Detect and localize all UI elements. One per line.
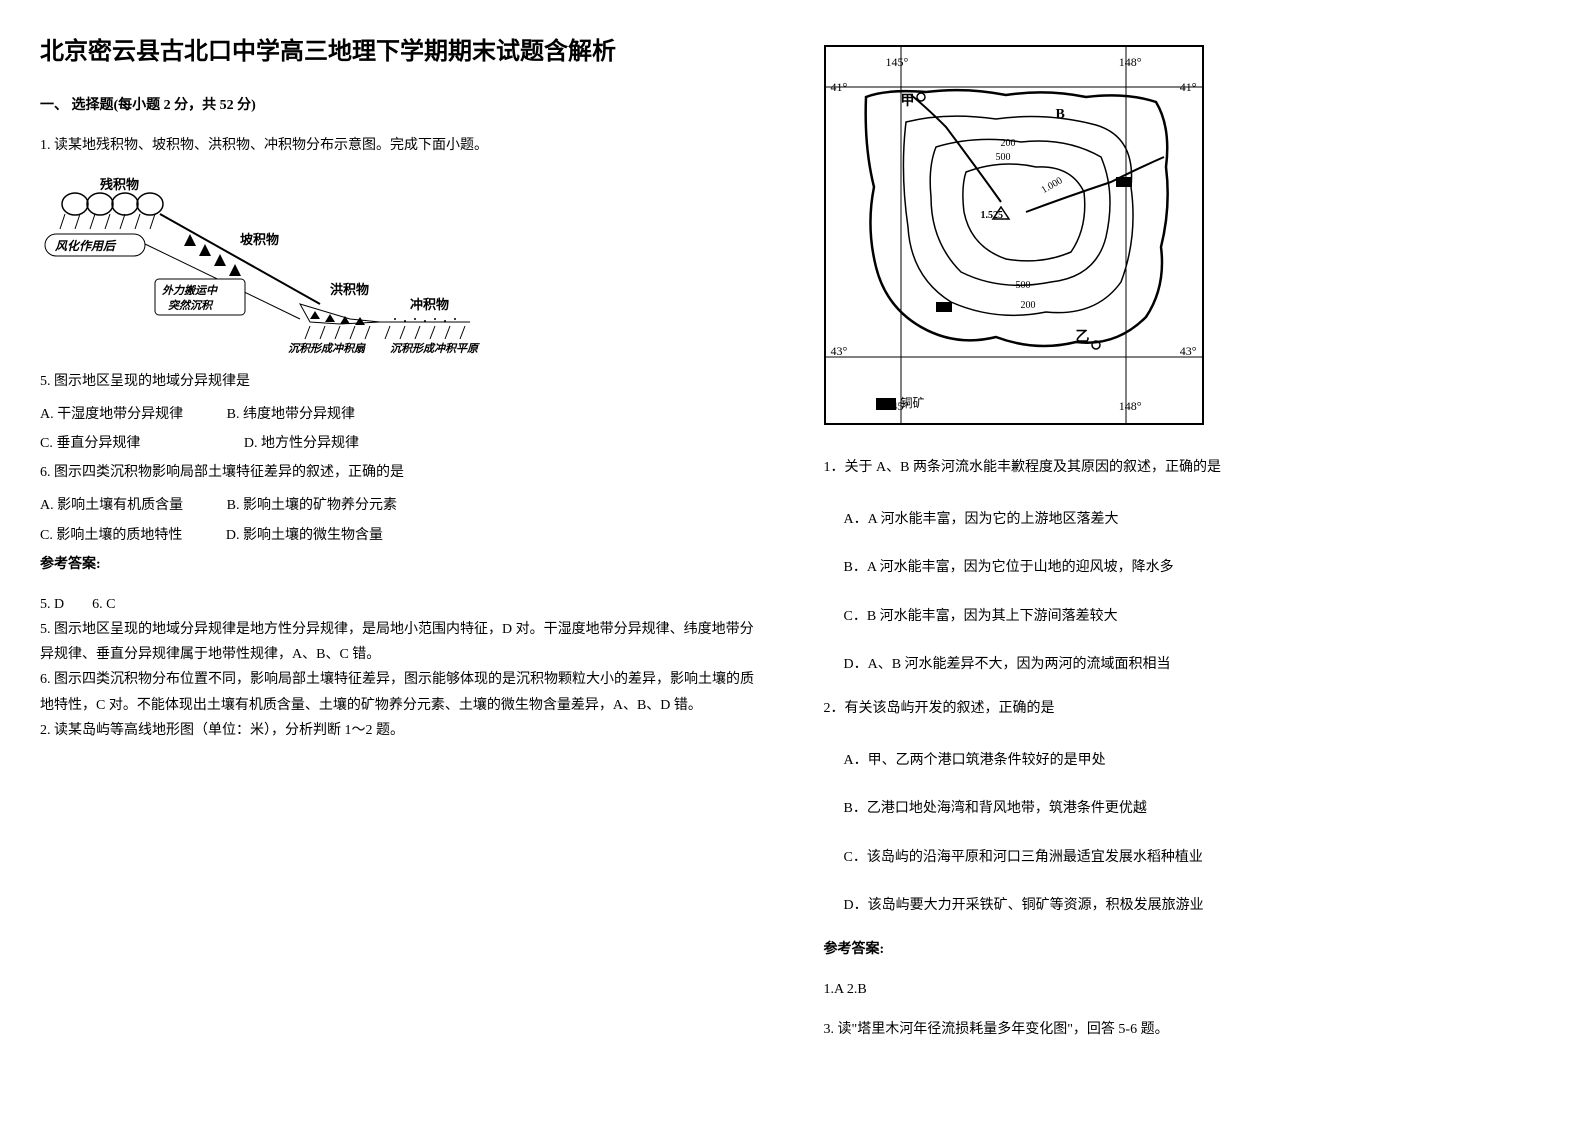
q1-6-optB: B. 影响土壤的矿物养分元素 [227,493,397,518]
q2-sub1: 1．关于 A、B 两条河流水能丰歉程度及其原因的叙述，正确的是 [824,455,1548,480]
q1-sub5: 5. 图示地区呈现的地域分异规律是 [40,369,764,394]
q1-intro: 1. 读某地残积物、坡积物、洪积物、冲积物分布示意图。完成下面小题。 [40,133,764,158]
q1-5-optB: B. 纬度地带分异规律 [227,402,355,427]
q3-intro: 3. 读"塔里木河年径流损耗量多年变化图"，回答 5-6 题。 [824,1017,1548,1042]
q2-1-optA: A．A 河水能丰富，因为它的上游地区落差大 [824,507,1548,532]
q2-1-optB: B．A 河水能丰富，因为它位于山地的迎风坡，降水多 [824,555,1548,580]
label-residual: 残积物 [100,177,139,192]
q1-sub6: 6. 图示四类沉积物影响局部土壤特征差异的叙述，正确的是 [40,460,764,485]
q1-answer-line: 5. D 6. C [40,592,764,617]
map-legend: 铜矿 [876,393,925,415]
q2-2-optC: C．该岛屿的沿海平原和河口三角洲最适宜发展水稻种植业 [824,845,1548,870]
label-jia: 甲 [901,89,915,114]
q2-2-optB: B．乙港口地处海湾和背风地带，筑港条件更优越 [824,796,1548,821]
copper-mine-icon [876,398,896,410]
svg-text:沉积形成冲积扇: 沉积形成冲积扇 [288,342,366,354]
q1-explain6: 6. 图示四类沉积物分布位置不同，影响局部土壤特征差异，图示能够体现的是沉积物颗… [40,667,764,717]
svg-text:洪积物: 洪积物 [330,282,369,297]
q1-6-optA: A. 影响土壤有机质含量 [40,493,183,518]
svg-text:外力搬运中: 外力搬运中 [161,284,219,297]
label-yi: 乙 [1076,325,1090,350]
label-B: B [1056,102,1065,127]
sediment-diagram: 残积物 风化作用后 [40,174,480,354]
svg-text:冲积物: 冲积物 [410,297,449,312]
page-title: 北京密云县古北口中学高三地理下学期期末试题含解析 [40,30,764,73]
q2-answer-line: 1.A 2.B [824,977,1548,1002]
q1-6-optC: C. 影响土壤的质地特性 [40,523,182,548]
island-map: 145° 148° 41° 41° 43° 43° 145° 148° [824,45,1204,425]
q2-sub2: 2．有关该岛屿开发的叙述，正确的是 [824,696,1548,721]
q1-explain5: 5. 图示地区呈现的地域分异规律是地方性分异规律，是局地小范围内特征，D 对。干… [40,617,764,667]
q1-6-optD: D. 影响土壤的微生物含量 [226,523,383,548]
contour-200b: 200 [1021,297,1036,315]
svg-text:风化作用后: 风化作用后 [55,239,117,253]
svg-text:沉积形成冲积平原: 沉积形成冲积平原 [390,342,480,354]
q1-5-optA: A. 干湿度地带分异规律 [40,402,183,427]
q2-2-optD: D．该岛屿要大力开采铁矿、铜矿等资源，积极发展旅游业 [824,893,1548,918]
q2-answer-label: 参考答案: [824,937,1548,962]
svg-text:坡积物: 坡积物 [240,232,279,247]
q2-1-optD: D．A、B 河水能差异不大，因为两河的流域面积相当 [824,652,1548,677]
svg-text:突然沉积: 突然沉积 [168,299,214,312]
q2-2-optA: A．甲、乙两个港口筑港条件较好的是甲处 [824,748,1548,773]
contour-500: 500 [996,149,1011,167]
q2-1-optC: C．B 河水能丰富，因为其上下游间落差较大 [824,604,1548,629]
legend-text: 铜矿 [901,393,925,415]
q1-5-optD: D. 地方性分异规律 [244,431,359,456]
q1-answer-label: 参考答案: [40,552,764,577]
q2-intro: 2. 读某岛屿等高线地形图（单位：米），分析判断 1～2 题。 [40,718,764,743]
section-header: 一、 选择题(每小题 2 分，共 52 分) [40,93,764,118]
contour-500b: 500 [1016,277,1031,295]
contour-1525: 1.525 [981,207,1004,225]
q1-5-optC: C. 垂直分异规律 [40,431,140,456]
